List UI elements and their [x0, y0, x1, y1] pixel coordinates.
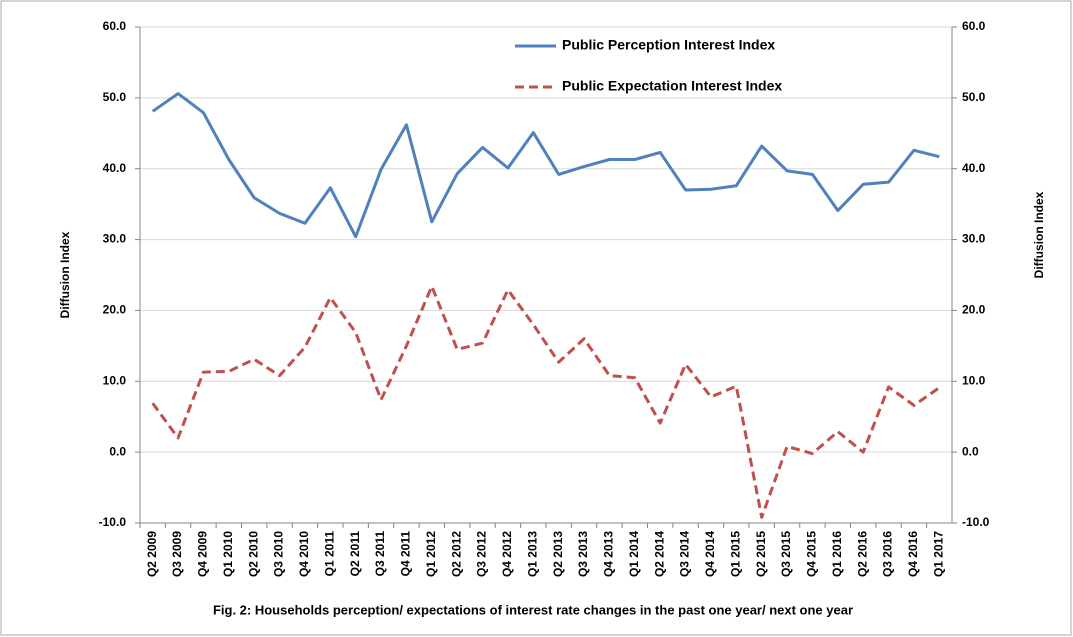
x-tick-label: Q3 2015 — [779, 531, 793, 577]
chart-title: Fig. 2: Households perception/ expectati… — [213, 602, 853, 617]
x-tick-label: Q1 2013 — [525, 531, 539, 577]
y2-axis-title: Diffusion Index — [1032, 191, 1046, 278]
x-tick-label: Q2 2012 — [449, 531, 463, 577]
y-tick-label: 0.0 — [109, 444, 126, 458]
x-tick-label: Q4 2015 — [805, 531, 819, 577]
x-tick-label: Q1 2010 — [221, 531, 235, 577]
x-tick-label: Q3 2013 — [576, 531, 590, 577]
x-tick-label: Q1 2016 — [830, 531, 844, 577]
x-tick-label: Q2 2013 — [551, 531, 565, 577]
y2-tick-label: 60.0 — [962, 19, 986, 33]
x-tick-label: Q3 2011 — [373, 531, 387, 577]
x-tick-label: Q3 2014 — [678, 531, 692, 577]
y2-tick-label: 40.0 — [962, 161, 986, 175]
legend-label: Public Perception Interest Index — [562, 37, 775, 53]
x-tick-label: Q2 2016 — [855, 531, 869, 577]
y2-tick-label: 50.0 — [962, 90, 986, 104]
x-tick-label: Q1 2011 — [322, 531, 336, 577]
x-tick-label: Q2 2011 — [348, 531, 362, 577]
y2-tick-label: -10.0 — [962, 515, 990, 529]
x-tick-label: Q1 2014 — [627, 531, 641, 577]
y-tick-label: 10.0 — [103, 373, 127, 387]
x-tick-label: Q1 2017 — [931, 531, 945, 577]
x-tick-label: Q2 2015 — [754, 531, 768, 577]
y2-tick-label: 0.0 — [962, 444, 979, 458]
y-tick-label: 50.0 — [103, 90, 127, 104]
x-tick-label: Q3 2010 — [272, 531, 286, 577]
x-tick-label: Q4 2009 — [196, 531, 210, 577]
x-tick-label: Q4 2013 — [602, 531, 616, 577]
y2-tick-label: 10.0 — [962, 373, 986, 387]
x-tick-label: Q3 2016 — [881, 531, 895, 577]
x-tick-label: Q2 2010 — [246, 531, 260, 577]
x-tick-label: Q1 2012 — [424, 531, 438, 577]
y2-tick-label: 20.0 — [962, 303, 986, 317]
y-tick-label: 20.0 — [103, 303, 127, 317]
y-axis-title: Diffusion Index — [58, 231, 72, 318]
legend-label: Public Expectation Interest Index — [562, 78, 782, 94]
x-tick-label: Q3 2009 — [170, 531, 184, 577]
y-tick-label: 30.0 — [103, 232, 127, 246]
x-tick-label: Q4 2012 — [500, 531, 514, 577]
x-tick-label: Q4 2016 — [906, 531, 920, 577]
x-tick-label: Q4 2014 — [703, 531, 717, 577]
x-tick-label: Q4 2010 — [297, 531, 311, 577]
y2-tick-label: 30.0 — [962, 232, 986, 246]
x-tick-label: Q1 2015 — [728, 531, 742, 577]
x-tick-label: Q2 2014 — [652, 531, 666, 577]
x-tick-label: Q3 2012 — [475, 531, 489, 577]
series-line — [151, 92, 940, 239]
x-tick-label: Q4 2011 — [399, 531, 413, 577]
y-tick-label: -10.0 — [99, 515, 127, 529]
y-tick-label: 60.0 — [103, 19, 127, 33]
x-tick-label: Q2 2009 — [145, 531, 159, 577]
y-tick-label: 40.0 — [103, 161, 127, 175]
series-line — [151, 284, 941, 519]
